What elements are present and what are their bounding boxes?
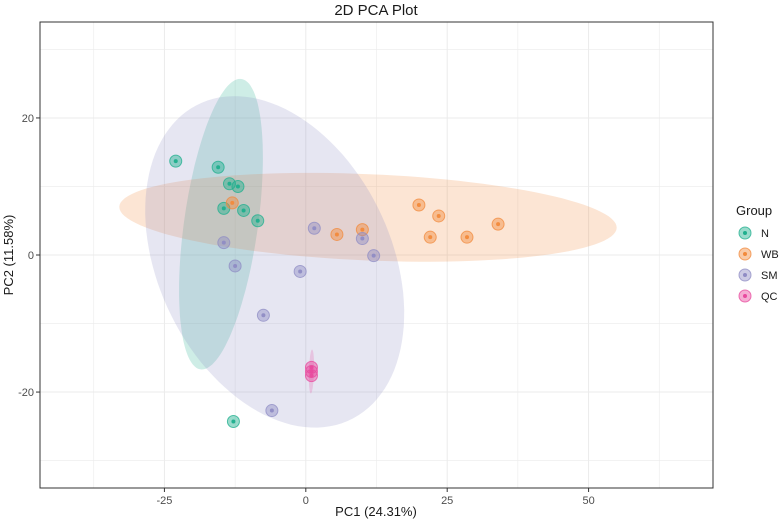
- y-tick-label: 20: [22, 113, 34, 125]
- point-n: [211, 160, 225, 174]
- legend-item-qc: QC: [738, 289, 778, 303]
- axis-ticks: -25 0 25 50 -20 0 20: [18, 113, 595, 507]
- legend-label: N: [761, 228, 769, 240]
- point-wb: [225, 196, 239, 210]
- y-tick-label: 0: [28, 250, 34, 262]
- point-sm: [307, 221, 321, 235]
- x-tick-label: 25: [441, 495, 453, 507]
- point-n: [169, 154, 183, 168]
- point-wb: [432, 209, 446, 223]
- x-tick-label: 0: [303, 495, 309, 507]
- point-n: [226, 415, 240, 429]
- point-sm: [217, 236, 231, 250]
- ellipse-wb: [119, 172, 617, 262]
- legend-label: QC: [761, 291, 778, 303]
- point-n: [251, 214, 265, 228]
- point-sm: [256, 308, 270, 322]
- point-wb: [491, 217, 505, 231]
- point-wb: [423, 230, 437, 244]
- point-wb: [412, 198, 426, 212]
- point-wb: [330, 227, 344, 241]
- legend-item-sm: SM: [738, 268, 778, 282]
- chart-title: 2D PCA Plot: [334, 2, 418, 19]
- point-qc: [304, 369, 318, 383]
- legend-label: WB: [761, 249, 779, 261]
- grid-lines: [40, 22, 713, 488]
- legend-item-n: N: [738, 226, 769, 240]
- legend-item-wb: WB: [738, 247, 779, 261]
- point-wb: [460, 230, 474, 244]
- point-sm: [355, 232, 369, 246]
- point-n: [222, 177, 236, 191]
- data-points: [169, 154, 505, 429]
- point-n: [237, 203, 251, 217]
- x-tick-label: -25: [156, 495, 172, 507]
- legend-title: Group: [736, 203, 772, 218]
- point-wb: [355, 223, 369, 237]
- confidence-ellipses: [119, 78, 617, 428]
- point-sm: [367, 249, 381, 263]
- point-sm: [293, 264, 307, 278]
- legend-label: SM: [761, 270, 778, 282]
- point-sm: [228, 259, 242, 273]
- x-tick-label: 50: [582, 495, 594, 507]
- y-tick-label: -20: [18, 387, 34, 399]
- ellipse-sm: [145, 96, 405, 428]
- y-axis-title: PC2 (11.58%): [1, 215, 16, 296]
- point-sm: [265, 404, 279, 418]
- ellipse-n: [179, 78, 263, 370]
- x-axis-title: PC1 (24.31%): [335, 504, 417, 519]
- point-n: [231, 179, 245, 193]
- legend: N WB SM QC: [738, 226, 779, 303]
